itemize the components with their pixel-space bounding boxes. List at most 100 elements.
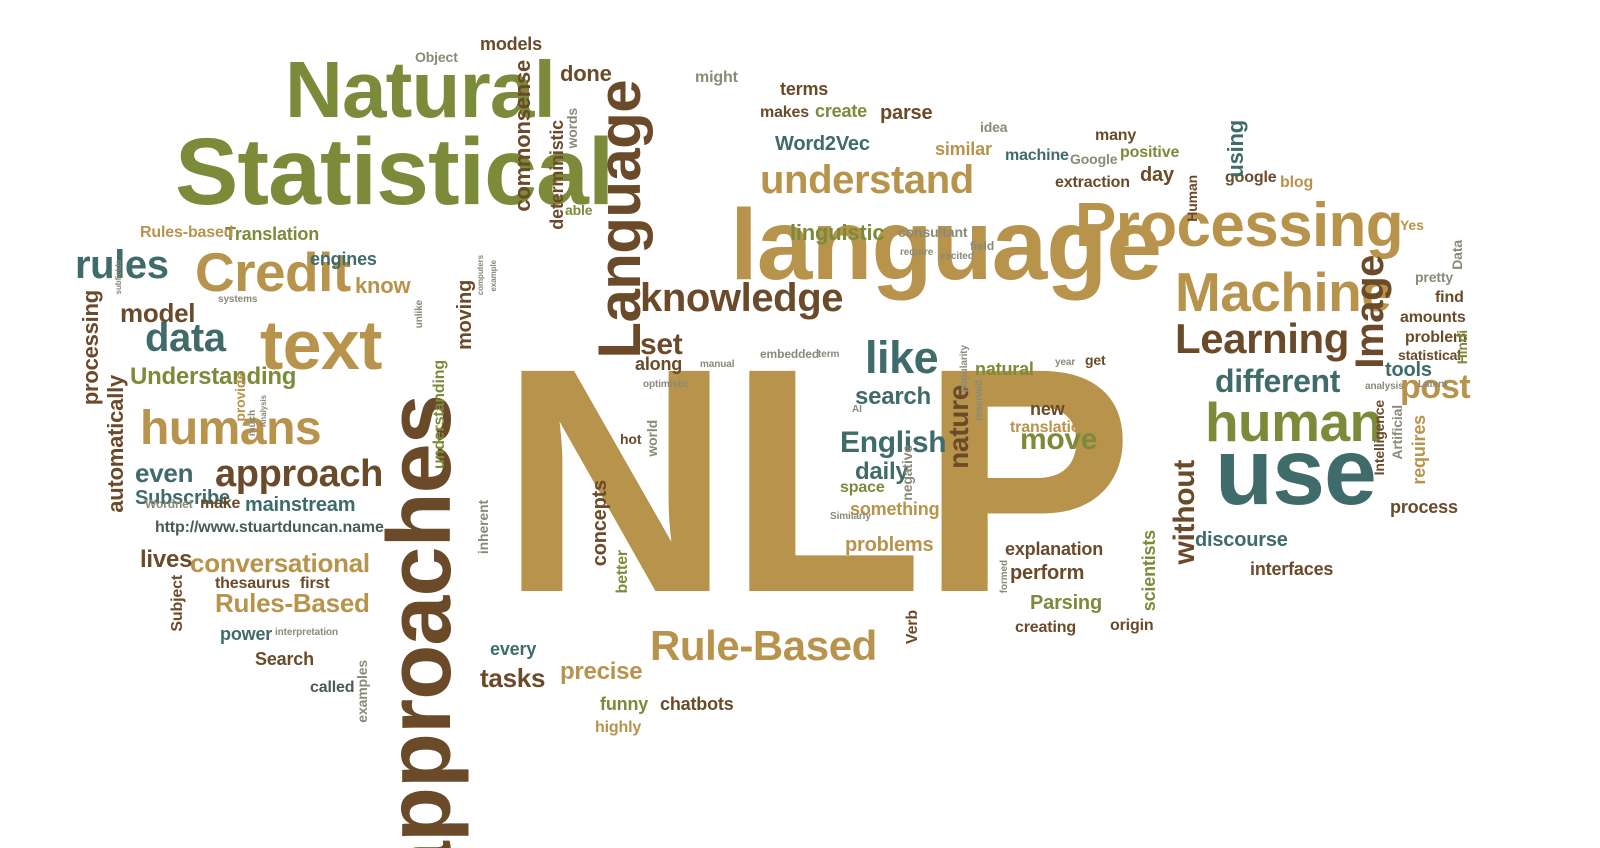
word-world: world	[645, 420, 659, 457]
word-understanding: understanding	[432, 360, 448, 469]
word-yes: Yes	[1400, 218, 1424, 232]
word-words: words	[565, 108, 579, 149]
word-humans: humans	[140, 405, 321, 453]
word-thesaurus: thesaurus	[215, 576, 290, 592]
word-provide: provide	[233, 372, 247, 422]
word-computers: computers	[477, 255, 485, 295]
word-require: require	[900, 248, 933, 258]
word-ai: AI	[852, 405, 862, 415]
word-unlike: unlike	[415, 300, 425, 328]
word-explanation: explanation	[1005, 540, 1103, 558]
word-examples: examples	[355, 660, 369, 723]
word-optimistic: optimistic	[643, 380, 689, 390]
word-called: called	[310, 680, 354, 696]
word-highly: highly	[595, 720, 641, 736]
word-manual: manual	[700, 360, 734, 370]
word-automatically: automatically	[105, 375, 127, 513]
word-engines: engines	[310, 250, 377, 268]
word-requires: requires	[1410, 415, 1428, 485]
word-lives: lives	[140, 548, 192, 572]
word-translation: Translation	[225, 225, 319, 243]
word-translation: translation	[1010, 420, 1090, 436]
word-excited: excited	[940, 252, 974, 262]
word-rule-based: Rule-Based	[650, 625, 877, 667]
word-every: every	[490, 640, 536, 658]
word-interfaces: interfaces	[1250, 560, 1333, 578]
word-moving: moving	[455, 280, 475, 350]
word-might: might	[695, 70, 738, 86]
word-day: day	[1140, 165, 1174, 185]
word-similarly: Similarly	[830, 512, 871, 522]
word-word2vec: Word2Vec	[775, 134, 870, 154]
word-data: Data	[1450, 240, 1464, 270]
word-http-www-stuartduncan-name: http://www.stuartduncan.name	[155, 520, 384, 536]
word-conversational: conversational	[190, 550, 370, 576]
word-understand: understand	[760, 160, 974, 200]
word-many: many	[1095, 128, 1136, 144]
word-know: know	[355, 275, 410, 297]
word-wordnet: Wordnet	[145, 498, 193, 510]
word-human: human	[1205, 395, 1383, 450]
word-consultant: consultant	[898, 225, 967, 239]
word-linguistic: linguistic	[790, 222, 884, 244]
word-idea: idea	[980, 120, 1007, 134]
word-first: first	[300, 576, 329, 592]
word-different: different	[1215, 365, 1340, 397]
word-google: Google	[1070, 152, 1117, 166]
word-tasks: tasks	[480, 665, 545, 691]
word-scientists: scientists	[1140, 530, 1158, 611]
word-learning: Learning	[1175, 318, 1349, 360]
word-image: Image	[1350, 255, 1390, 369]
word-mainstream: mainstream	[245, 495, 355, 515]
word-create: create	[815, 102, 867, 120]
word-find: find	[1435, 290, 1464, 306]
word-model: model	[120, 300, 195, 326]
word-subfields: subfields	[115, 260, 123, 294]
word-term: term	[818, 350, 839, 360]
word-processing: Processing	[1075, 195, 1403, 257]
word-extraction: extraction	[1055, 175, 1130, 191]
word-human: Human	[1185, 175, 1199, 222]
word-negative: negative	[900, 445, 914, 501]
word-verb: Verb	[905, 610, 921, 644]
word-approach: approach	[215, 455, 383, 493]
word-rules-based: Rules-Based	[215, 590, 370, 616]
word-origin: origin	[1110, 618, 1153, 634]
word-artificial: Artificial	[1390, 405, 1404, 460]
word-chatbots: chatbots	[660, 695, 734, 713]
word-able: able	[565, 203, 592, 217]
word-machine: machine	[1005, 148, 1069, 164]
word-popularity: popularity	[960, 345, 970, 392]
word-latent: Latent	[1418, 380, 1447, 390]
word-along: along	[635, 355, 682, 373]
word-similar: similar	[935, 140, 992, 158]
word-subject: Subject	[170, 575, 186, 632]
word-discourse: discourse	[1195, 530, 1288, 550]
word-make: make	[200, 496, 240, 512]
word-english: English	[840, 428, 946, 458]
word-using: using	[1225, 120, 1247, 178]
word-intelligence: Intelligence	[1372, 400, 1386, 475]
word-problems: problems	[845, 535, 933, 555]
word-terms: terms	[780, 80, 828, 98]
word-analysis: Analysis	[260, 395, 268, 427]
word-understanding: Understanding	[130, 365, 296, 389]
word-better: better	[615, 550, 631, 594]
word-processing: processing	[80, 290, 102, 405]
word-commonsense: commonsense	[512, 60, 534, 212]
word-like: like	[865, 335, 938, 380]
word-models: models	[480, 35, 542, 53]
word-done: done	[560, 63, 612, 85]
word-power: power	[220, 625, 272, 643]
word-interpretation: interpretation	[275, 628, 338, 638]
word-parsing: Parsing	[1030, 593, 1102, 613]
word-new: new	[1030, 400, 1064, 418]
word-even: even	[135, 460, 193, 486]
word-rules-based: Rules-based	[140, 225, 233, 241]
word-creating: creating	[1015, 620, 1076, 636]
word-hindi: Hindi	[1455, 330, 1469, 364]
word-blog: blog	[1280, 175, 1313, 191]
word-statistical: statistical	[1398, 348, 1461, 362]
word-pretty: pretty	[1415, 270, 1453, 284]
word-hot: hot	[620, 432, 641, 446]
